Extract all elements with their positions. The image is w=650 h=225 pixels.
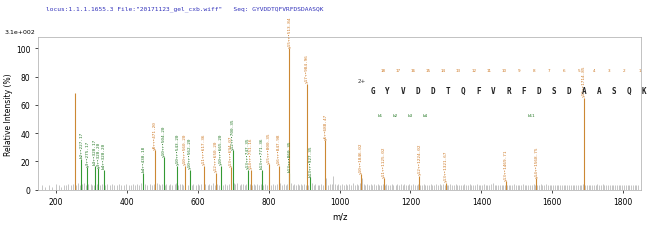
Text: 17: 17 xyxy=(396,69,401,73)
Text: y3+•275.17: y3+•275.17 xyxy=(85,140,90,166)
Text: y15++•800.35: y15++•800.35 xyxy=(266,132,271,163)
Text: y10++•560.20: y10++•560.20 xyxy=(183,133,187,164)
Text: b2: b2 xyxy=(393,114,398,118)
Text: 10: 10 xyxy=(501,69,506,73)
Text: y12++•650.20: y12++•650.20 xyxy=(214,140,218,171)
Text: b13++•860.35: b13++•860.35 xyxy=(287,140,291,171)
Text: F: F xyxy=(521,87,526,96)
Text: 2+: 2+ xyxy=(358,78,366,83)
Text: 3.1e+002: 3.1e+002 xyxy=(5,30,36,35)
Text: 14: 14 xyxy=(441,69,446,73)
Text: y12+•1224.02: y12+•1224.02 xyxy=(417,143,421,174)
Text: y6+•688.47: y6+•688.47 xyxy=(323,113,328,139)
Text: y11++•617.36: y11++•617.36 xyxy=(202,133,205,164)
Text: 18: 18 xyxy=(381,69,386,73)
Text: D: D xyxy=(536,87,541,96)
Text: y17+•984.96: y17+•984.96 xyxy=(305,54,309,83)
Text: y10++•543.20: y10++•543.20 xyxy=(176,133,179,164)
Text: 7: 7 xyxy=(548,69,551,73)
Text: y12++•700.35: y12++•700.35 xyxy=(231,118,235,149)
Text: V: V xyxy=(400,87,405,96)
Text: y10++•562.20: y10++•562.20 xyxy=(188,137,192,169)
Text: y8++•471.20: y8++•471.20 xyxy=(153,120,157,149)
Text: T: T xyxy=(446,87,450,96)
Text: b13++•927.35: b13++•927.35 xyxy=(309,144,313,176)
Text: b13++•771.36: b13++•771.36 xyxy=(260,137,264,169)
Text: 12: 12 xyxy=(471,69,476,73)
Text: y11+•1125.02: y11+•1125.02 xyxy=(382,146,386,177)
Text: 5: 5 xyxy=(578,69,580,73)
Text: y14+•1568.75: y14+•1568.75 xyxy=(534,146,538,177)
Text: y13+•1469.71: y13+•1469.71 xyxy=(504,148,508,180)
Text: b2+•227.17: b2+•227.17 xyxy=(79,131,83,158)
Text: K: K xyxy=(642,87,646,96)
Text: D: D xyxy=(566,87,571,96)
Text: b3+•320.17: b3+•320.17 xyxy=(93,138,97,164)
Text: S: S xyxy=(612,87,616,96)
Text: y3+•320.20: y3+•320.20 xyxy=(96,141,100,167)
Text: 4: 4 xyxy=(593,69,595,73)
Text: y10++•665.20: y10++•665.20 xyxy=(219,133,223,164)
Text: G: G xyxy=(370,87,375,96)
Text: D: D xyxy=(415,87,421,96)
Text: 1: 1 xyxy=(638,69,641,73)
Text: D: D xyxy=(431,87,436,96)
Text: 15: 15 xyxy=(426,69,431,73)
Text: y13++•694.07: y13++•694.07 xyxy=(229,135,233,166)
Text: 8: 8 xyxy=(532,69,536,73)
Text: locus:1.1.1.1655.3 File:"20171123_gel_cxb.wiff"   Seq: GYVDDTQFVRFDSDAASQK: locus:1.1.1.1655.3 File:"20171123_gel_cx… xyxy=(46,7,323,12)
Text: 6: 6 xyxy=(563,69,566,73)
Text: y15+•1714.85: y15+•1714.85 xyxy=(582,65,586,97)
Text: b11: b11 xyxy=(527,114,535,118)
Text: b4+•320.20: b4+•320.20 xyxy=(101,143,106,169)
Text: 2: 2 xyxy=(623,69,626,73)
Text: Y: Y xyxy=(385,87,390,96)
Text: S: S xyxy=(551,87,556,96)
Text: b1: b1 xyxy=(378,114,383,118)
Text: b4: b4 xyxy=(423,114,428,118)
Text: 3: 3 xyxy=(608,69,610,73)
Text: y16++•847.98: y16++•847.98 xyxy=(278,133,281,164)
Text: 11: 11 xyxy=(486,69,491,73)
Text: V: V xyxy=(491,87,495,96)
Y-axis label: Relative Intensity (%): Relative Intensity (%) xyxy=(4,73,13,155)
Text: y13+•1321.67: y13+•1321.67 xyxy=(444,150,448,181)
Text: 13: 13 xyxy=(456,69,461,73)
Text: A: A xyxy=(581,87,586,96)
Text: Q: Q xyxy=(461,87,465,96)
Text: 16: 16 xyxy=(411,69,416,73)
X-axis label: m/z: m/z xyxy=(332,212,347,221)
Text: b4+•430.18: b4+•430.18 xyxy=(142,145,146,171)
Text: Q: Q xyxy=(627,87,631,96)
Text: b3: b3 xyxy=(408,114,413,118)
Text: y13++•747.35: y13++•747.35 xyxy=(246,137,250,169)
Text: y10++•504.20: y10++•504.20 xyxy=(162,125,166,156)
Text: y14++•751.16: y14++•751.16 xyxy=(249,137,253,169)
Text: y10+•1046.02: y10+•1046.02 xyxy=(359,142,363,173)
Text: A: A xyxy=(597,87,601,96)
Text: y15++•513.84: y15++•513.84 xyxy=(287,16,291,48)
Text: F: F xyxy=(476,87,480,96)
Text: 9: 9 xyxy=(517,69,520,73)
Text: R: R xyxy=(506,87,511,96)
